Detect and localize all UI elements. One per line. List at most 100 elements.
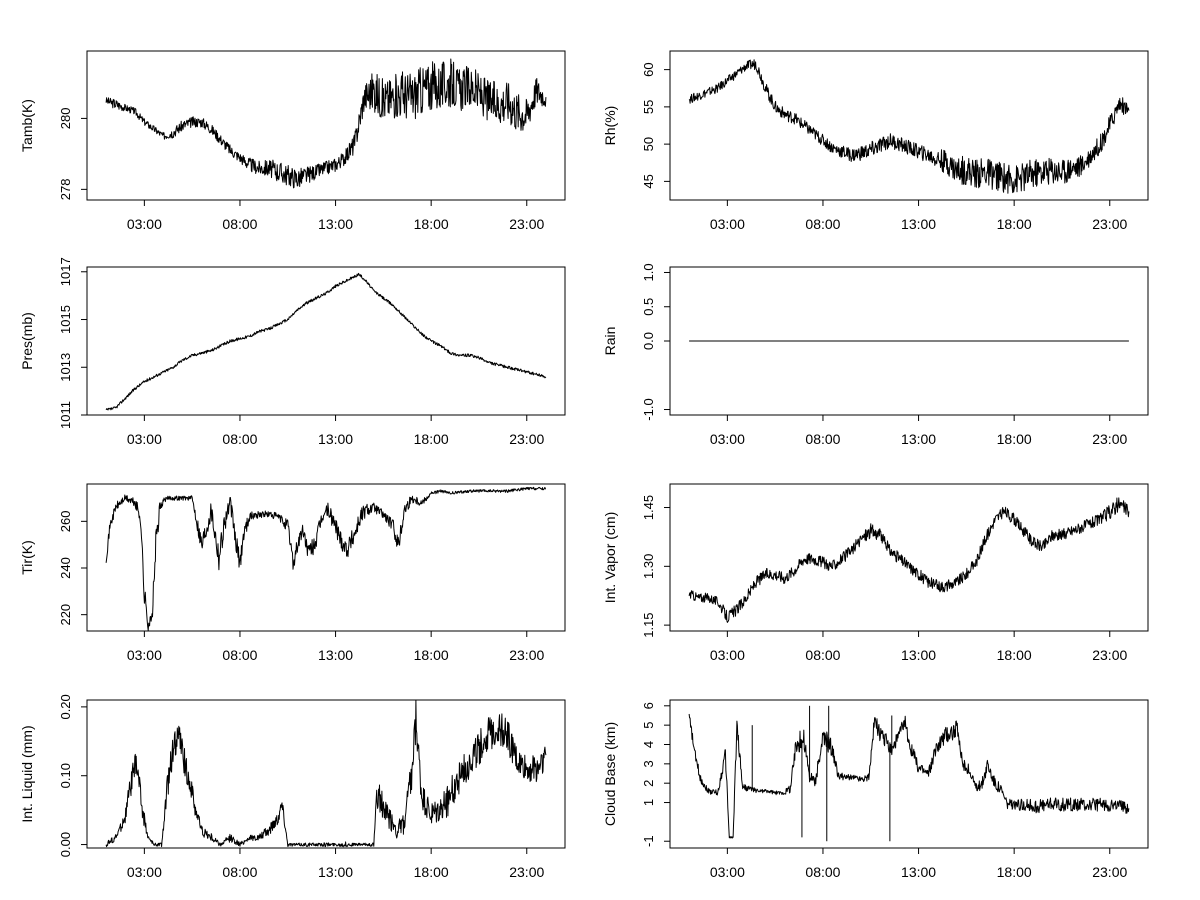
y-tick-label-int-vapor: 1.45 [641,495,656,520]
x-tick-label-int-vapor: 03:00 [710,647,745,663]
x-tick-label-tamb: 08:00 [222,216,257,232]
x-tick-label-pres: 08:00 [222,431,257,447]
x-tick-label-pres: 18:00 [414,431,449,447]
x-tick-label-rh: 23:00 [1092,216,1127,232]
y-tick-label-cloud-base: 5 [641,722,656,729]
y-tick-label-pres: 1013 [58,353,73,382]
y-tick-label-cloud-base: 1 [641,799,656,806]
x-tick-label-pres: 23:00 [509,431,544,447]
x-tick-label-int-vapor: 18:00 [997,647,1032,663]
x-tick-label-rh: 18:00 [997,216,1032,232]
x-tick-label-rain: 08:00 [805,431,840,447]
y-tick-label-cloud-base: 2 [641,780,656,787]
series-line-pres [105,272,547,411]
y-tick-label-tir: 240 [58,557,73,579]
y-tick-label-int-liquid: 0.20 [58,694,73,719]
y-axis-label-cloud-base: Cloud Base (km) [602,722,618,826]
panel-cloud-base: 03:00 08:00 13:00 18:00 23:00 -1 1 2 3 4 5 6 Cloud B… [602,699,1149,880]
plot-frame-rh [669,50,1149,201]
plot-frame-tir [86,483,566,632]
y-tick-label-pres: 1011 [58,401,73,429]
y-tick-label-tir: 260 [58,510,73,532]
series-line-cloud-base [688,713,1130,839]
x-tick-label-cloud-base: 13:00 [901,864,936,880]
y-axis-label-tir: Tir(K) [19,540,35,574]
plot-frame-tamb [86,50,566,201]
y-tick-label-int-liquid: 0.10 [58,763,73,788]
panel-int-liquid: 03:00 08:00 13:00 18:00 23:00 0.00 0.10 0.20 Int… [19,694,566,880]
y-tick-label-rain: -1.0 [641,398,656,420]
y-axis-label-int-vapor: Int. Vapor (cm) [602,512,618,604]
y-tick-label-pres: 1017 [58,257,73,286]
x-tick-label-int-liquid: 13:00 [318,864,353,880]
y-tick-label-int-vapor: 1.30 [641,554,656,579]
panel-tir: 03:00 08:00 13:00 18:00 23:00 220 240 260 Tir(K) [19,483,566,663]
x-tick-label-tir: 23:00 [509,647,544,663]
x-tick-label-int-vapor: 23:00 [1092,647,1127,663]
series-line-rh [688,59,1130,194]
x-tick-label-tir: 18:00 [414,647,449,663]
x-tick-label-int-vapor: 08:00 [805,647,840,663]
y-tick-label-cloud-base: 4 [641,741,656,748]
x-tick-label-int-liquid: 23:00 [509,864,544,880]
y-tick-label-tir: 220 [58,604,73,626]
series-line-int-vapor [688,497,1130,623]
y-tick-label-tamb: 280 [58,108,73,130]
x-tick-label-cloud-base: 23:00 [1092,864,1127,880]
x-tick-label-rain: 03:00 [710,431,745,447]
series-line-tamb [105,58,547,189]
x-tick-label-int-liquid: 03:00 [127,864,162,880]
y-tick-label-rh: 55 [641,100,656,114]
x-tick-label-cloud-base: 03:00 [710,864,745,880]
y-tick-label-pres: 1015 [58,305,73,334]
x-tick-label-tamb: 13:00 [318,216,353,232]
x-tick-label-rh: 13:00 [901,216,936,232]
x-tick-label-cloud-base: 08:00 [805,864,840,880]
y-axis-label-rh: Rh(%) [602,106,618,146]
x-tick-label-tamb: 23:00 [509,216,544,232]
x-tick-label-int-vapor: 13:00 [901,647,936,663]
x-tick-label-tir: 08:00 [222,647,257,663]
plot-frame-cloud-base [669,699,1149,849]
x-tick-label-cloud-base: 18:00 [997,864,1032,880]
panel-pres: 03:00 08:00 13:00 18:00 23:00 1011 1013 1015 101… [19,257,566,447]
x-tick-label-tamb: 03:00 [127,216,162,232]
x-tick-label-pres: 13:00 [318,431,353,447]
panel-rh: 03:00 08:00 13:00 18:00 23:00 45 50 55 60 Rh(%) [602,50,1149,232]
y-tick-label-tamb: 278 [58,179,73,201]
panel-tamb: 03:00 08:00 13:00 18:00 23:00 278 280 Tamb(K) [19,50,566,232]
y-tick-label-rain: 0.0 [641,332,656,350]
y-tick-label-rh: 50 [641,137,656,151]
y-tick-label-cloud-base: -1 [641,835,656,847]
x-tick-label-rh: 03:00 [710,216,745,232]
y-tick-label-int-liquid: 0.00 [58,832,73,857]
x-tick-label-rh: 08:00 [805,216,840,232]
y-axis-label-int-liquid: Int. Liquid (mm) [19,725,35,822]
y-tick-label-rh: 60 [641,62,656,76]
panel-int-vapor: 03:00 08:00 13:00 18:00 23:00 1.15 1.30 1.45 Int… [602,483,1149,663]
y-tick-label-cloud-base: 3 [641,760,656,767]
y-axis-label-rain: Rain [602,327,618,356]
x-tick-label-pres: 03:00 [127,431,162,447]
plot-frame-int-vapor [669,483,1149,632]
series-line-int-liquid [105,699,547,848]
y-tick-label-rh: 45 [641,174,656,188]
x-tick-label-rain: 23:00 [1092,431,1127,447]
x-tick-label-rain: 18:00 [997,431,1032,447]
panel-rain: 03:00 08:00 13:00 18:00 23:00 -1.0 0.0 0.5 1.0 Ra… [602,263,1149,447]
series-line-tir [105,486,547,632]
x-tick-label-tir: 03:00 [127,647,162,663]
x-tick-label-tir: 13:00 [318,647,353,663]
x-tick-label-tamb: 18:00 [414,216,449,232]
y-axis-label-pres: Pres(mb) [19,312,35,370]
y-tick-label-int-vapor: 1.15 [641,612,656,637]
y-axis-label-tamb: Tamb(K) [19,99,35,152]
y-tick-label-rain: 1.0 [641,263,656,281]
x-tick-label-int-liquid: 18:00 [414,864,449,880]
x-tick-label-rain: 13:00 [901,431,936,447]
y-tick-label-rain: 0.5 [641,298,656,316]
y-tick-label-cloud-base: 6 [641,702,656,709]
plot-frame-int-liquid [86,699,566,849]
